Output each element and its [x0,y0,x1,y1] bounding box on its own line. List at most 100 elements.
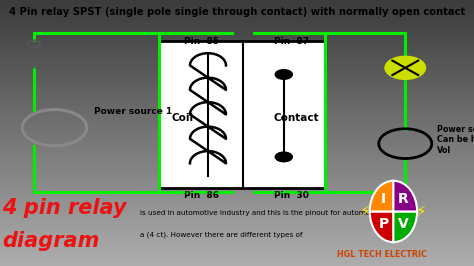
Text: Contact: Contact [273,113,319,123]
Bar [0,61,474,64]
Bar [0,194,474,197]
Bar [0,181,474,184]
Bar [0,85,474,88]
Text: Pin  86: Pin 86 [184,191,219,200]
Bar [0,106,474,109]
Wedge shape [393,181,417,211]
Circle shape [275,70,292,79]
Bar [0,64,474,66]
Bar [0,186,474,189]
Bar [0,11,474,13]
Bar [0,242,474,245]
Bar [0,59,474,61]
Bar [0,45,474,48]
Bar [0,130,474,133]
Bar [0,77,474,80]
Bar [0,101,474,104]
Bar [0,96,474,98]
Bar [0,104,474,106]
Circle shape [385,57,425,79]
Text: 4 pin relay: 4 pin relay [2,198,127,218]
Bar [0,258,474,261]
Bar [0,237,474,239]
Bar [0,82,474,85]
Text: Power source 2
Can be higher
Vol: Power source 2 Can be higher Vol [437,125,474,155]
Bar [0,253,474,255]
Bar [0,120,474,122]
Bar [0,69,474,72]
Bar [0,247,474,250]
Bar [0,117,474,120]
Bar [0,226,474,229]
Bar [0,88,474,90]
Bar [0,114,474,117]
Bar [0,90,474,93]
Bar [0,255,474,258]
Bar [0,8,474,11]
Bar [0,210,474,213]
Bar [0,152,474,154]
Bar [0,144,474,146]
Text: diagram: diagram [2,231,100,251]
Bar [0,205,474,207]
Circle shape [275,152,292,162]
Bar [0,146,474,149]
Bar [0,261,474,263]
Bar [0,189,474,192]
Bar [0,202,474,205]
Bar [0,157,474,160]
Text: HGL TECH ELECTRIC: HGL TECH ELECTRIC [337,250,427,259]
Bar [0,3,474,5]
Text: I: I [381,192,386,206]
Text: Pin  87: Pin 87 [274,37,309,46]
Bar [0,98,474,101]
Bar [0,197,474,200]
Bar [0,16,474,19]
Bar [0,234,474,237]
Bar [0,32,474,35]
Bar [0,138,474,141]
Bar [0,80,474,82]
Bar [0,176,474,178]
Bar [0,133,474,136]
Bar [0,112,474,114]
Bar [0,162,474,165]
Bar [0,173,474,176]
Bar [0,207,474,210]
Bar [0,109,474,112]
Text: V: V [398,217,409,231]
Bar [0,0,474,3]
Text: P: P [379,217,389,231]
Bar [0,223,474,226]
Text: ⚡: ⚡ [416,204,427,219]
Bar [0,215,474,218]
Bar [0,66,474,69]
Bar [0,74,474,77]
Bar [0,218,474,221]
Bar [0,27,474,29]
Bar [0,221,474,223]
Bar [0,122,474,125]
Bar [0,37,474,40]
Bar [0,51,474,53]
Bar [0,263,474,266]
Bar [0,35,474,37]
Bar [0,229,474,231]
Bar [0,128,474,130]
Bar [0,168,474,170]
Bar [0,239,474,242]
Bar [0,125,474,128]
Bar [0,250,474,253]
Bar [0,29,474,32]
Bar [0,19,474,21]
Bar [0,5,474,8]
FancyBboxPatch shape [159,41,325,188]
Bar [0,154,474,157]
Text: R: R [398,192,409,206]
Wedge shape [370,181,393,211]
Bar [0,24,474,27]
Bar [0,21,474,24]
Bar [0,136,474,138]
Text: Pin  85: Pin 85 [184,37,219,46]
Text: Coil: Coil [172,113,193,123]
